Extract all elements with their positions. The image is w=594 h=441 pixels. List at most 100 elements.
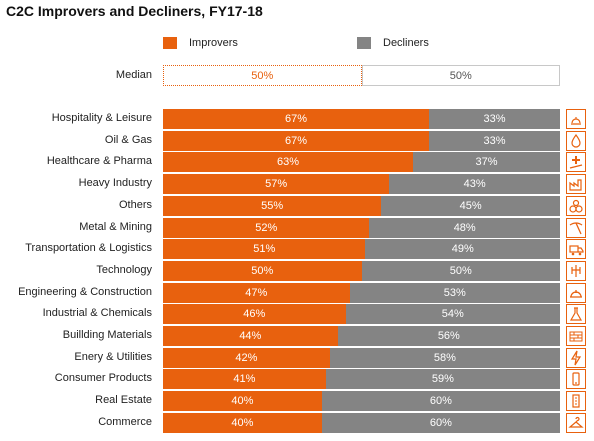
data-label-improvers: 40% [231,395,254,408]
category-label: Healthcare & Pharma [46,155,152,168]
bar-improvers: 44% [163,326,338,346]
circuit-icon [566,260,586,281]
data-label-improvers: 42% [235,351,258,364]
legend-swatch-decliners [357,37,371,49]
bar-improvers: 46% [163,304,346,325]
median-improvers-box: 50% [163,65,362,86]
bar-improvers: 67% [163,109,429,129]
bar-improvers: 63% [163,152,414,173]
bar-improvers: 55% [163,195,382,216]
bar-improvers: 40% [163,412,322,433]
bar-decliners: 59% [325,369,560,390]
bar-decliners: 56% [337,326,560,346]
data-label-improvers: 46% [243,308,266,321]
data-label-improvers: 47% [245,286,268,299]
flask-icon [566,304,586,325]
bar-decliners: 50% [361,260,560,281]
bricks-icon [566,326,586,346]
data-label-decliners: 50% [449,264,472,277]
bar-improvers: 67% [163,130,429,151]
data-label-improvers: 55% [261,199,284,212]
data-label-decliners: 43% [463,178,486,191]
bar-decliners: 33% [428,109,560,129]
bar-decliners: 60% [321,391,560,412]
bar-improvers: 52% [163,217,370,238]
bar-decliners: 43% [389,174,560,195]
category-label: Enery & Utilities [74,350,152,363]
gears-icon [566,195,586,216]
bar-decliners: 33% [428,130,560,151]
building-icon [566,391,586,412]
category-label: Transportation & Logistics [25,242,152,255]
bar-decliners: 60% [321,412,560,433]
data-label-improvers: 63% [277,156,300,169]
category-label: Buillding Materials [62,329,152,341]
median-improvers-value: 50% [251,69,274,82]
healthcare-cross-icon [566,152,586,173]
bar-decliners: 45% [381,195,560,216]
legend-label-improvers: Improvers [189,37,238,49]
bar-decliners: 53% [349,282,560,303]
bar-decliners: 37% [413,152,560,173]
median-label: Median [115,69,152,81]
data-label-improvers: 40% [231,416,254,429]
bar-improvers: 51% [163,239,366,260]
data-label-decliners: 33% [483,134,506,147]
bar-improvers: 40% [163,391,322,412]
bar-decliners: 49% [365,239,560,260]
data-label-decliners: 48% [453,221,476,234]
category-label: Technology [96,263,152,276]
data-label-decliners: 58% [433,351,456,364]
category-label: Commerce [98,415,152,428]
lightning-icon [566,347,586,368]
bar-decliners: 48% [369,217,560,238]
median-decliners-box: 50% [361,65,560,86]
data-label-decliners: 60% [429,395,452,408]
data-label-decliners: 53% [443,286,466,299]
category-label: Engineering & Construction [18,285,152,298]
category-label: Oil & Gas [104,133,152,146]
data-label-improvers: 41% [233,373,256,386]
data-label-decliners: 49% [451,243,474,256]
legend-improvers: Improvers [163,37,238,49]
data-label-decliners: 37% [475,156,498,169]
legend-label-decliners: Decliners [383,37,429,49]
bar-decliners: 58% [329,347,560,368]
data-label-decliners: 54% [441,308,464,321]
bar-decliners: 54% [345,304,560,325]
truck-icon [566,239,586,260]
category-label: Consumer Products [54,372,152,385]
bar-improvers: 42% [163,347,330,368]
category-label: Industrial & Chemicals [42,307,152,320]
category-label: Hospitality & Leisure [51,112,152,124]
phone-icon [566,369,586,390]
data-label-decliners: 33% [483,113,506,125]
factory-icon [566,174,586,195]
data-label-improvers: 50% [251,264,274,277]
pickaxe-icon [566,217,586,238]
hard-hat-icon [566,282,586,303]
category-label: Others [118,198,152,211]
category-label: Real Estate [95,394,152,407]
hanger-icon [566,412,586,433]
category-label: Metal & Mining [79,220,152,233]
chart-title: C2C Improvers and Decliners, FY17-18 [6,3,263,19]
data-label-decliners: 56% [437,330,460,342]
bar-improvers: 57% [163,174,390,195]
data-label-decliners: 59% [431,373,454,386]
data-label-improvers: 67% [284,134,307,147]
data-label-improvers: 51% [253,243,276,256]
data-label-decliners: 45% [459,199,482,212]
legend-swatch-improvers [163,37,177,49]
legend-decliners: Decliners [357,37,429,49]
data-label-improvers: 52% [255,221,278,234]
median-decliners-value: 50% [449,69,472,82]
hotel-bell-icon [566,109,586,129]
data-label-decliners: 60% [429,416,452,429]
oil-drop-icon [566,130,586,151]
bar-improvers: 50% [163,260,362,281]
category-label: Heavy Industry [78,177,152,190]
data-label-improvers: 44% [239,330,262,342]
bar-improvers: 41% [163,369,326,390]
bar-improvers: 47% [163,282,350,303]
